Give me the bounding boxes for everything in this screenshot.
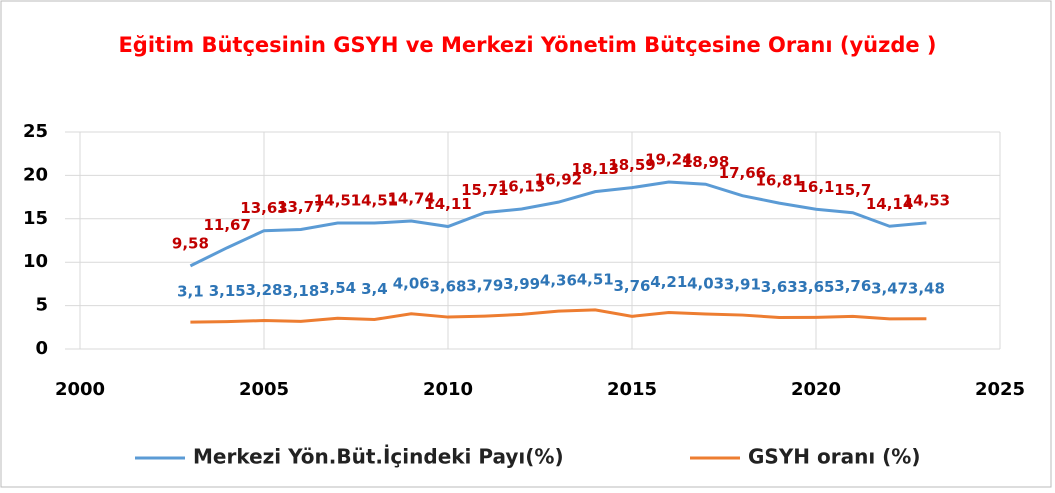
x-tick-label: 2020	[791, 379, 841, 400]
data-label: 15,71	[461, 181, 508, 199]
data-label: 14,74	[387, 190, 434, 208]
data-label: 3,1	[177, 283, 204, 301]
y-tick-label: 25	[23, 121, 48, 142]
y-tick-label: 20	[23, 164, 48, 185]
data-label: 11,67	[203, 216, 250, 234]
data-label: 3,28	[245, 281, 282, 299]
data-label: 16,1	[797, 178, 834, 196]
data-label: 3,91	[724, 276, 761, 294]
data-label: 3,79	[466, 277, 503, 295]
y-tick-label: 5	[35, 295, 48, 316]
series-line	[190, 308, 927, 324]
y-tick-label: 10	[23, 251, 48, 272]
data-label: 3,54	[319, 279, 356, 297]
data-label: 18,98	[682, 153, 729, 171]
data-label: 3,63	[761, 278, 798, 296]
x-tick-label: 2005	[239, 379, 289, 400]
x-tick-label: 2000	[55, 379, 105, 400]
data-label: 4,51	[577, 270, 614, 288]
data-label: 4,03	[687, 275, 724, 293]
data-label: 14,51	[351, 192, 398, 210]
data-label: 16,13	[498, 177, 545, 195]
data-label: 14,11	[424, 195, 471, 213]
data-label: 13,77	[277, 198, 324, 216]
legend-label: GSYH oranı (%)	[748, 445, 920, 469]
data-label: 18,59	[608, 156, 655, 174]
data-label: 9,58	[172, 234, 209, 252]
data-label: 4,21	[650, 273, 687, 291]
data-label: 3,68	[429, 278, 466, 296]
legend-label: Merkezi Yön.Büt.İçindeki Payı(%)	[193, 445, 564, 469]
data-label: 3,65	[797, 278, 834, 296]
data-label: 3,76	[834, 277, 871, 295]
data-label: 15,7	[834, 181, 871, 199]
y-tick-label: 15	[23, 208, 48, 229]
data-label: 3,76	[613, 277, 650, 295]
series-line	[189, 180, 927, 268]
chart-title: Eğitim Bütçesinin GSYH ve Merkezi Yöneti…	[118, 33, 937, 57]
data-label: 4,06	[393, 274, 430, 292]
data-label: 14,53	[903, 191, 950, 209]
data-label: 3,47	[871, 279, 908, 297]
data-label: 3,18	[282, 282, 319, 300]
data-label: 13,63	[240, 199, 287, 217]
x-tick-label: 2015	[607, 379, 657, 400]
data-label: 19,24	[645, 150, 692, 168]
data-label: 17,66	[719, 164, 766, 182]
data-label: 16,81	[755, 172, 802, 190]
x-tick-label: 2010	[423, 379, 473, 400]
data-label: 3,99	[503, 275, 540, 293]
data-label: 16,92	[535, 171, 582, 189]
y-tick-label: 0	[35, 338, 48, 359]
data-label: 4,36	[540, 272, 577, 290]
data-label: 3,4	[361, 280, 388, 298]
data-label: 3,15	[209, 282, 246, 300]
data-label: 14,51	[314, 192, 361, 210]
x-tick-label: 2025	[975, 379, 1025, 400]
data-label: 18,13	[571, 160, 618, 178]
data-label: 3,48	[908, 279, 945, 297]
data-label: 14,14	[866, 195, 913, 213]
